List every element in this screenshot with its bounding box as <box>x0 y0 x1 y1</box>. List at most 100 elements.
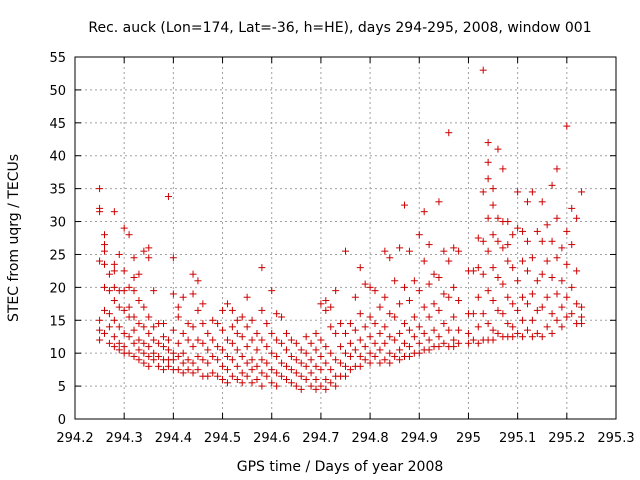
y-tick-label: 0 <box>58 413 66 428</box>
data-point <box>504 241 512 249</box>
data-point <box>228 356 236 364</box>
data-point <box>135 336 143 344</box>
data-point <box>548 237 556 245</box>
data-point <box>233 376 241 384</box>
y-tick-label: 40 <box>49 150 66 165</box>
data-point <box>489 201 497 209</box>
data-point <box>484 287 492 295</box>
data-point <box>455 339 463 347</box>
data-point <box>189 359 197 367</box>
x-tick-label: 294.9 <box>401 431 438 446</box>
data-point <box>489 185 497 193</box>
data-point <box>342 329 349 337</box>
data-point <box>489 336 497 344</box>
data-point <box>214 356 222 364</box>
data-point <box>396 356 404 364</box>
data-point <box>238 369 246 377</box>
data-point <box>233 346 241 354</box>
data-point <box>130 254 138 262</box>
data-point <box>179 349 187 357</box>
data-point <box>430 270 438 278</box>
data-point <box>469 310 477 318</box>
data-point <box>514 224 522 232</box>
data-point <box>489 326 497 334</box>
data-point <box>430 326 438 334</box>
data-point <box>405 297 413 305</box>
data-point <box>494 214 502 222</box>
data-point <box>243 323 251 331</box>
data-point <box>223 352 231 360</box>
data-point <box>248 336 256 344</box>
data-point <box>243 372 251 380</box>
data-point <box>312 329 320 337</box>
data-point <box>342 349 349 357</box>
data-point <box>366 313 374 321</box>
data-point <box>568 241 576 249</box>
data-point <box>474 264 482 272</box>
data-point <box>219 326 227 334</box>
data-point <box>440 247 448 255</box>
data-point <box>445 257 453 265</box>
y-tick-label: 5 <box>58 380 66 395</box>
data-point <box>282 376 290 384</box>
data-point <box>435 273 443 281</box>
data-point <box>401 320 409 328</box>
data-point <box>558 323 566 331</box>
data-point <box>322 297 330 305</box>
data-point <box>228 306 236 314</box>
data-point <box>105 287 113 295</box>
data-point <box>278 372 286 380</box>
data-point <box>366 359 374 367</box>
data-point <box>386 310 394 318</box>
data-point <box>110 208 118 216</box>
data-point <box>219 376 227 384</box>
data-point <box>484 139 492 147</box>
data-point <box>445 326 453 334</box>
data-point <box>499 244 507 252</box>
data-point <box>346 366 354 374</box>
data-point <box>214 372 222 380</box>
data-point <box>287 336 295 344</box>
data-point <box>322 376 330 384</box>
y-tick-label: 30 <box>49 216 66 231</box>
data-point <box>435 306 443 314</box>
data-point <box>164 362 172 370</box>
x-tick-label: 295.2 <box>548 431 585 446</box>
data-point <box>484 158 492 166</box>
data-point <box>391 336 399 344</box>
data-point <box>253 362 261 370</box>
data-point <box>164 336 172 344</box>
data-point <box>150 336 158 344</box>
data-point <box>479 270 487 278</box>
y-tick-label: 35 <box>49 183 66 198</box>
plot-frame <box>74 56 617 420</box>
data-point <box>366 283 374 291</box>
data-point <box>204 346 212 354</box>
data-point <box>258 264 266 272</box>
data-point <box>253 329 261 337</box>
data-point <box>263 320 271 328</box>
data-point <box>494 273 502 281</box>
data-point <box>381 356 389 364</box>
data-point <box>145 362 153 370</box>
data-point <box>548 329 556 337</box>
data-point <box>553 316 561 324</box>
x-tick-label: 294.4 <box>155 431 192 446</box>
data-point <box>361 323 369 331</box>
data-point <box>376 359 384 367</box>
data-point <box>489 264 497 272</box>
data-point <box>351 346 359 354</box>
data-point <box>120 306 128 314</box>
data-point <box>150 349 158 357</box>
data-point <box>204 372 212 380</box>
data-point <box>356 264 364 272</box>
data-point <box>464 329 472 337</box>
data-point <box>573 214 581 222</box>
y-tick-label: 45 <box>49 117 66 132</box>
x-tick-label: 294.8 <box>351 431 388 446</box>
data-point <box>199 320 207 328</box>
data-point <box>322 359 330 367</box>
data-point <box>410 313 418 321</box>
data-point <box>450 313 458 321</box>
data-point <box>401 201 409 209</box>
